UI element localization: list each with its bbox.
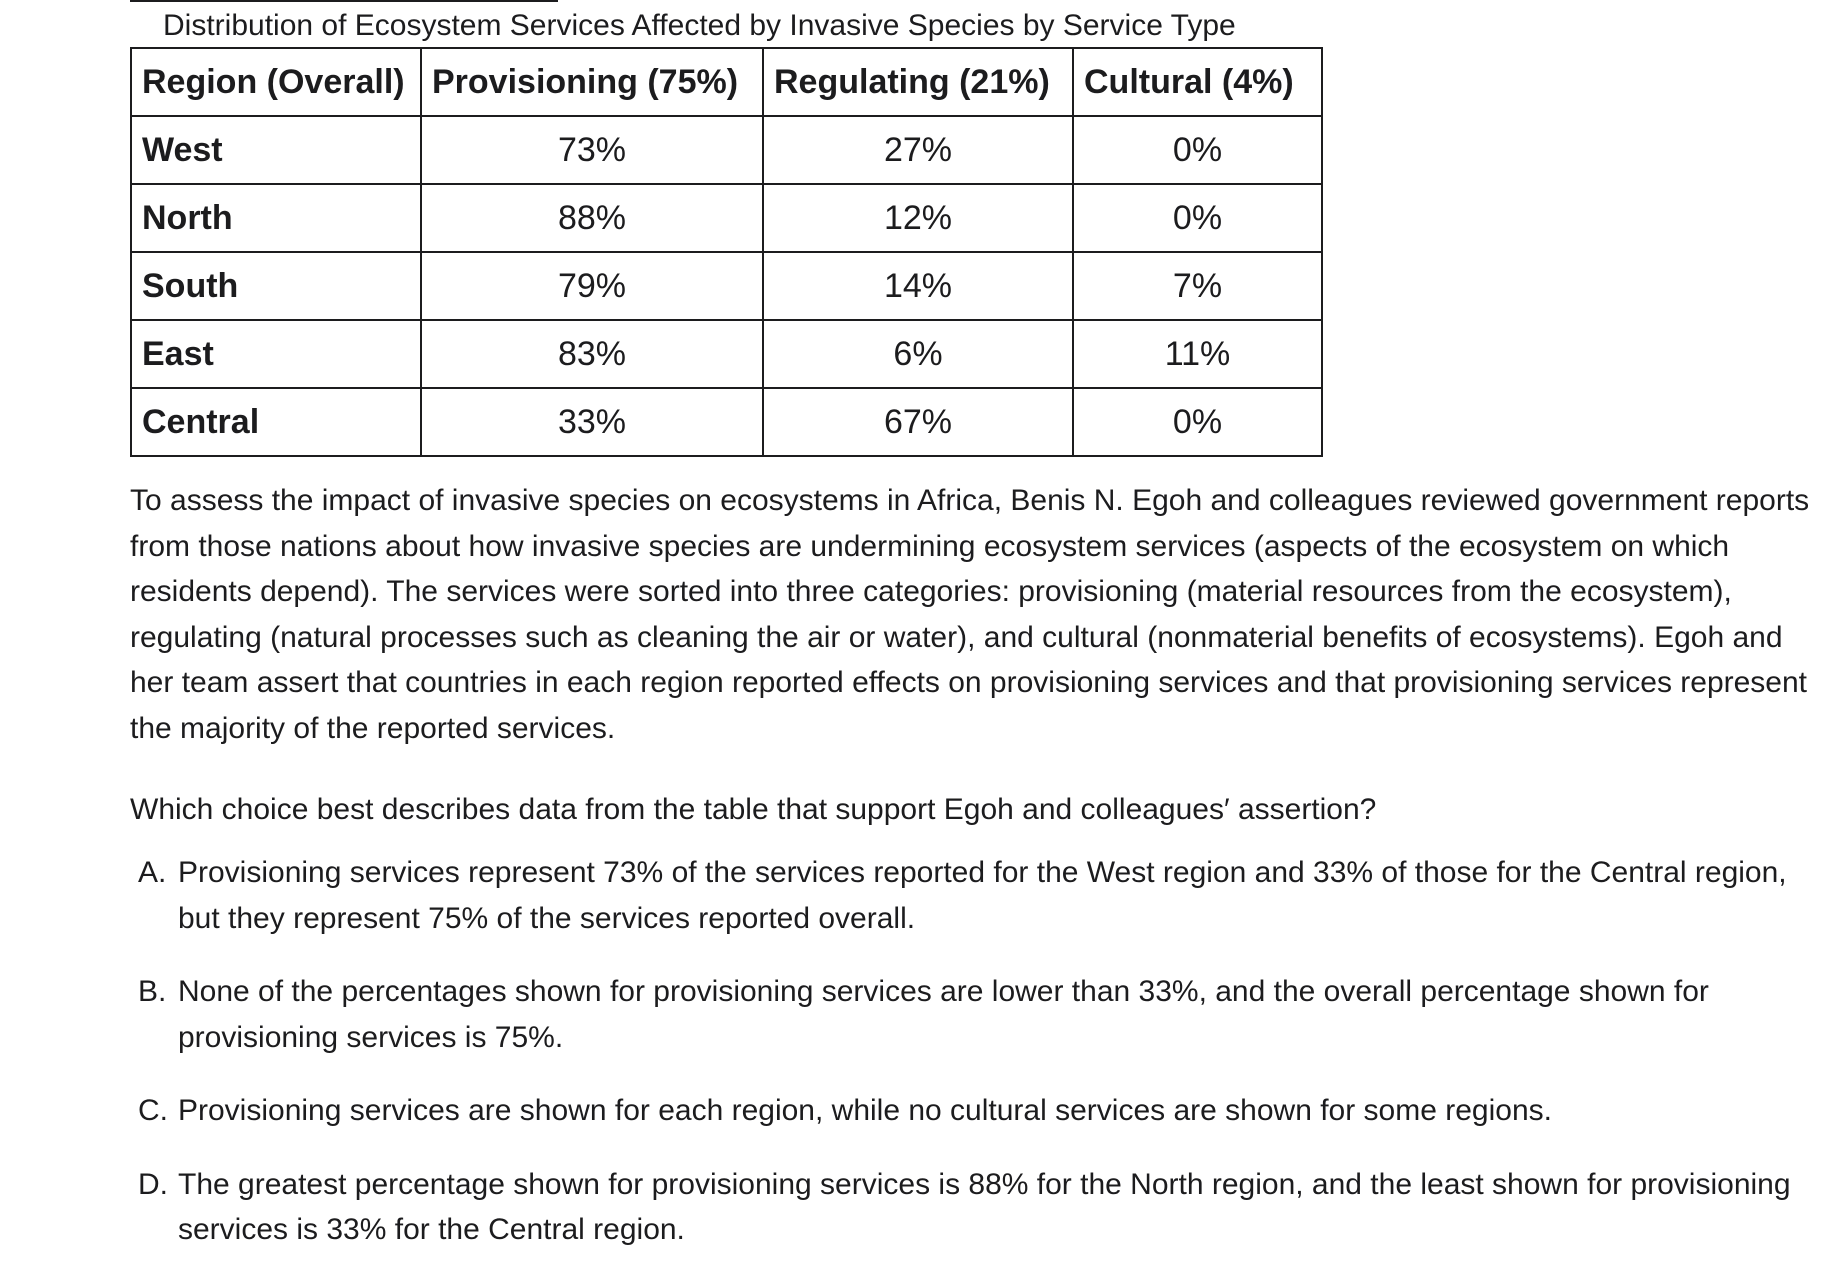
- answer-choice-b[interactable]: B. None of the percentages shown for pro…: [138, 969, 1828, 1060]
- answer-choice-c[interactable]: C. Provisioning services are shown for e…: [138, 1088, 1828, 1134]
- cultural-cell: 0%: [1072, 387, 1323, 457]
- choice-letter: A.: [138, 856, 167, 889]
- data-table: Region (Overall) Provisioning (75%) Regu…: [130, 47, 1323, 457]
- provisioning-cell: 88%: [420, 183, 764, 253]
- provisioning-cell: 73%: [420, 115, 764, 185]
- table-caption: Distribution of Ecosystem Services Affec…: [163, 9, 1236, 42]
- regulating-cell: 14%: [762, 251, 1074, 321]
- regulating-cell: 27%: [762, 115, 1074, 185]
- provisioning-cell: 79%: [420, 251, 764, 321]
- region-cell: North: [130, 183, 422, 253]
- column-header-provisioning: Provisioning (75%): [420, 47, 764, 117]
- answer-choices: A. Provisioning services represent 73% o…: [138, 850, 1828, 1281]
- choice-text: Provisioning services are shown for each…: [178, 1094, 1552, 1127]
- question-stem: Which choice best describes data from th…: [130, 793, 1377, 826]
- choice-text: None of the percentages shown for provis…: [178, 975, 1709, 1054]
- cultural-cell: 11%: [1072, 319, 1323, 389]
- cultural-cell: 0%: [1072, 183, 1323, 253]
- answer-choice-a[interactable]: A. Provisioning services represent 73% o…: [138, 850, 1828, 941]
- table-row: East 83% 6% 11%: [130, 319, 1323, 389]
- region-cell: Central: [130, 387, 422, 457]
- region-cell: West: [130, 115, 422, 185]
- table-header-row: Region (Overall) Provisioning (75%) Regu…: [130, 47, 1323, 117]
- column-header-region: Region (Overall): [130, 47, 422, 117]
- answer-choice-d[interactable]: D. The greatest percentage shown for pro…: [138, 1162, 1828, 1253]
- regulating-cell: 6%: [762, 319, 1074, 389]
- table-row: South 79% 14% 7%: [130, 251, 1323, 321]
- cultural-cell: 0%: [1072, 115, 1323, 185]
- table-row: North 88% 12% 0%: [130, 183, 1323, 253]
- column-header-regulating: Regulating (21%): [762, 47, 1074, 117]
- regulating-cell: 67%: [762, 387, 1074, 457]
- cultural-cell: 7%: [1072, 251, 1323, 321]
- choice-letter: D.: [138, 1167, 168, 1201]
- provisioning-cell: 83%: [420, 319, 764, 389]
- table-row: West 73% 27% 0%: [130, 115, 1323, 185]
- choice-text: The greatest percentage shown for provis…: [178, 1167, 1791, 1247]
- passage-text: To assess the impact of invasive species…: [130, 484, 1810, 745]
- regulating-cell: 12%: [762, 183, 1074, 253]
- choice-text: Provisioning services represent 73% of t…: [178, 856, 1787, 935]
- choice-letter: C.: [138, 1094, 168, 1127]
- choice-letter: B.: [138, 975, 167, 1008]
- region-cell: South: [130, 251, 422, 321]
- column-header-cultural: Cultural (4%): [1072, 47, 1323, 117]
- provisioning-cell: 33%: [420, 387, 764, 457]
- top-divider: [130, 0, 558, 2]
- table-row: Central 33% 67% 0%: [130, 387, 1323, 457]
- region-cell: East: [130, 319, 422, 389]
